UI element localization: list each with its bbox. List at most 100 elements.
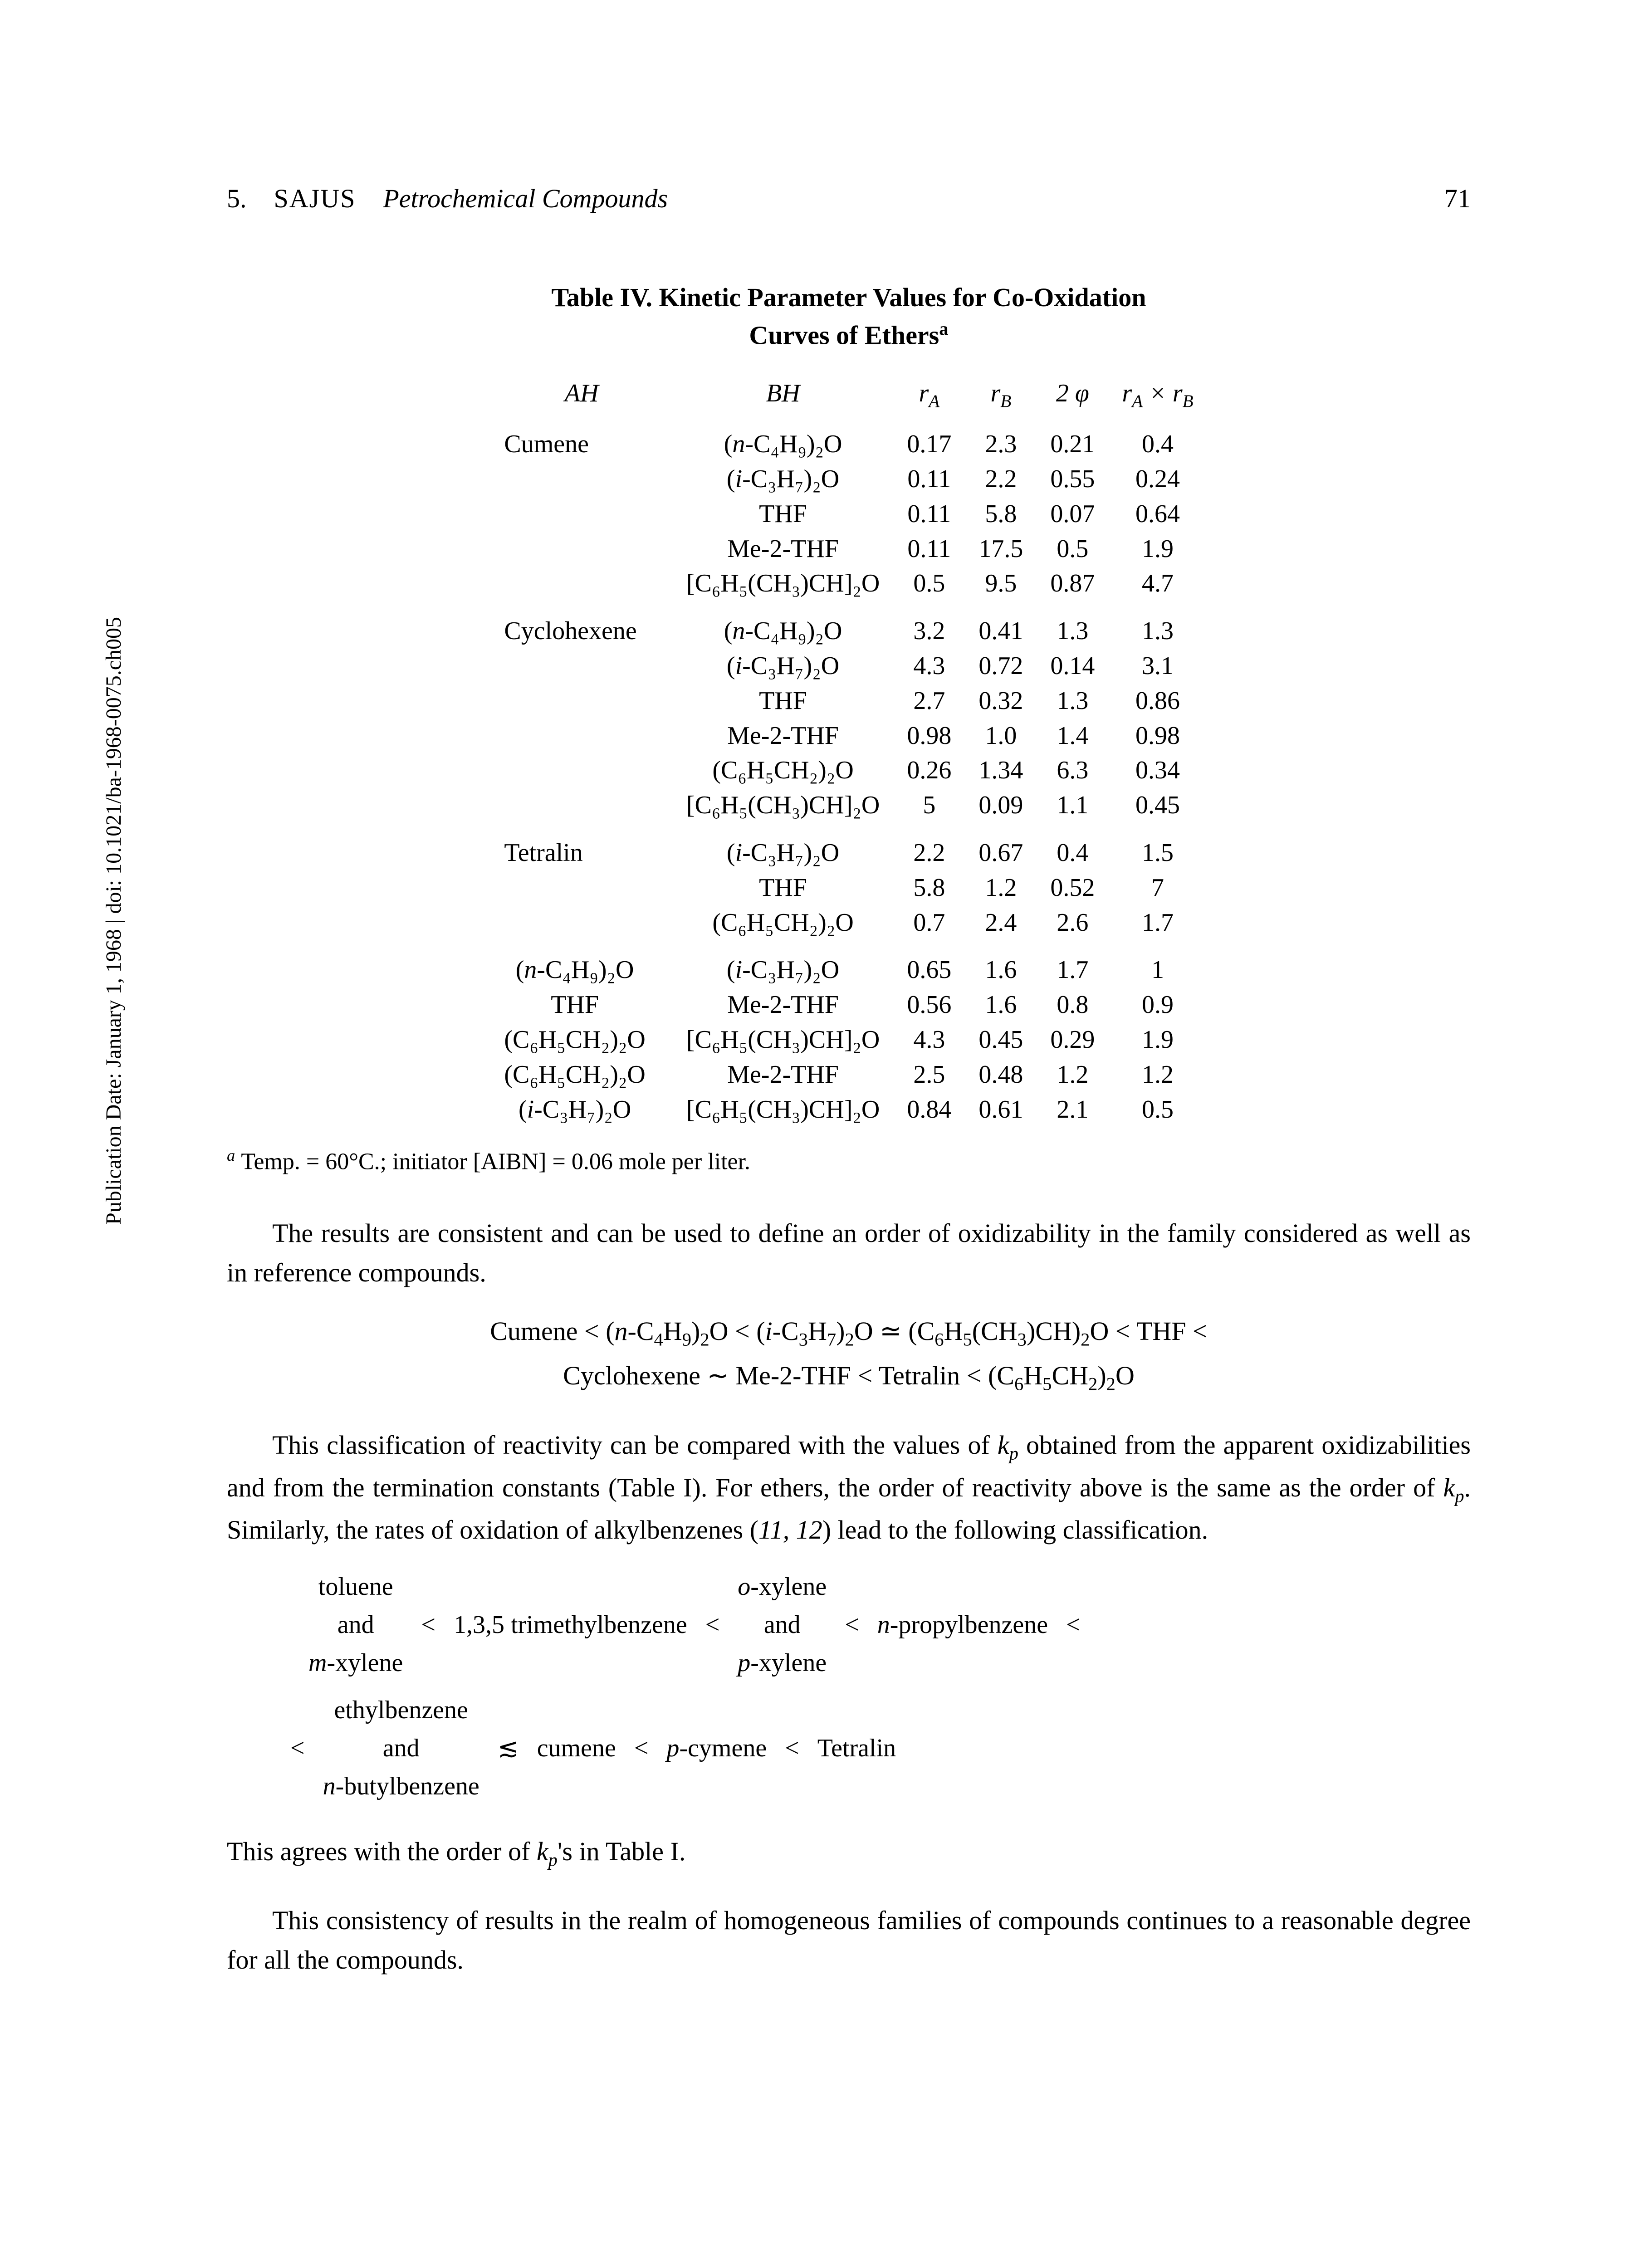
table-row: (C₆H₅CH₂)₂O0.261.346.30.34 [490,753,1207,788]
cell-bh: Me-2-THF [673,987,894,1022]
cell-ra: 0.7 [893,905,965,940]
cell-ra: 0.11 [893,462,965,497]
cell-rb: 0.45 [965,1022,1037,1057]
cell-rb: 0.67 [965,823,1037,870]
cell-ra: 2.7 [893,684,965,719]
cell-phi: 0.52 [1037,870,1108,905]
cell-ah [490,788,672,823]
cell-rb: 0.72 [965,649,1037,684]
cell-bh: (n-C₄H₉)₂O [673,427,894,462]
cell-rb: 1.6 [965,987,1037,1022]
cell-ah: (C₆H₅CH₂)₂O [490,1057,672,1092]
cell-ah [490,497,672,532]
chapter-title: Petrochemical Compounds [383,181,668,215]
cell-rb: 0.41 [965,601,1037,649]
cell-ra: 0.26 [893,753,965,788]
table-row: (i-C₃H₇)₂O0.112.20.550.24 [490,462,1207,497]
cell-bh: [C₆H₅(CH₃)CH]₂O [673,1092,894,1127]
col-rb: rB [965,376,1037,427]
cell-bh: (i-C₃H₇)₂O [673,462,894,497]
cell-ra: 2.2 [893,823,965,870]
cell-phi: 2.6 [1037,905,1108,940]
cell-rb: 0.48 [965,1057,1037,1092]
cell-ra: 0.11 [893,532,965,567]
cell-bh: THF [673,684,894,719]
cell-ah: Tetralin [490,823,672,870]
cell-rb: 2.3 [965,427,1037,462]
table-row: (i-C₃H₇)₂O[C₆H₅(CH₃)CH]₂O0.840.612.10.5 [490,1092,1207,1127]
cell-phi: 0.4 [1037,823,1108,870]
col-prod: rA × rB [1108,376,1207,427]
cell-prod: 0.64 [1108,497,1207,532]
table-row: [C₆H₅(CH₃)CH]₂O50.091.10.45 [490,788,1207,823]
cell-ah [490,870,672,905]
data-table: AH BH rA rB 2 φ rA × rB Cumene(n-C₄H₉)₂O… [490,376,1207,1127]
cell-phi: 0.21 [1037,427,1108,462]
cell-ah [490,684,672,719]
cell-prod: 1.2 [1108,1057,1207,1092]
col-ah: AH [490,376,672,427]
cell-ah [490,532,672,567]
cell-rb: 5.8 [965,497,1037,532]
cell-bh: THF [673,497,894,532]
table-row: (n-C₄H₉)₂O(i-C₃H₇)₂O0.651.61.71 [490,940,1207,987]
cell-ah: Cumene [490,427,672,462]
cell-phi: 0.87 [1037,566,1108,601]
cell-ah: THF [490,987,672,1022]
cell-ra: 0.5 [893,566,965,601]
table-row: THF5.81.20.527 [490,870,1207,905]
cell-ah: (n-C₄H₉)₂O [490,940,672,987]
oxidizability-order: Cumene < (n-C4H9)2O < (i-C3H7)2O ≃ (C6H5… [227,1310,1471,1399]
table-row: THF2.70.321.30.86 [490,684,1207,719]
cell-phi: 1.7 [1037,940,1108,987]
table-caption-sup: a [939,318,948,339]
table-row: (i-C₃H₇)₂O4.30.720.143.1 [490,649,1207,684]
cell-prod: 1.9 [1108,532,1207,567]
cell-phi: 0.5 [1037,532,1108,567]
running-header: 5. SAJUS Petrochemical Compounds 71 [227,181,1471,215]
col-bh: BH [673,376,894,427]
col-phi: 2 φ [1037,376,1108,427]
cell-ah: (i-C₃H₇)₂O [490,1092,672,1127]
cell-bh: (i-C₃H₇)₂O [673,823,894,870]
cell-ah [490,753,672,788]
table-row: (C₆H₅CH₂)₂O[C₆H₅(CH₃)CH]₂O4.30.450.291.9 [490,1022,1207,1057]
cell-prod: 4.7 [1108,566,1207,601]
table-row: (C₆H₅CH₂)₂O0.72.42.61.7 [490,905,1207,940]
table-caption-line2: Curves of Ethers [749,320,939,350]
cell-phi: 0.29 [1037,1022,1108,1057]
cell-rb: 2.2 [965,462,1037,497]
cell-bh: [C₆H₅(CH₃)CH]₂O [673,788,894,823]
cell-ra: 2.5 [893,1057,965,1092]
cell-phi: 1.1 [1037,788,1108,823]
cell-phi: 0.8 [1037,987,1108,1022]
table-row: Cumene(n-C₄H₉)₂O0.172.30.210.4 [490,427,1207,462]
cell-ah: Cyclohexene [490,601,672,649]
cell-rb: 1.34 [965,753,1037,788]
cell-prod: 0.5 [1108,1092,1207,1127]
cell-ah [490,905,672,940]
cell-ra: 5.8 [893,870,965,905]
cell-ra: 0.84 [893,1092,965,1127]
cell-rb: 0.32 [965,684,1037,719]
table-row: THF0.115.80.070.64 [490,497,1207,532]
cell-ra: 4.3 [893,1022,965,1057]
cell-phi: 1.4 [1037,719,1108,753]
cell-prod: 1.3 [1108,601,1207,649]
cell-prod: 1.7 [1108,905,1207,940]
cell-ah [490,566,672,601]
table-caption-line1: Table IV. Kinetic Parameter Values for C… [552,283,1146,312]
cell-rb: 1.0 [965,719,1037,753]
chapter-number: 5. [227,181,247,215]
cell-phi: 0.07 [1037,497,1108,532]
cell-rb: 17.5 [965,532,1037,567]
col-ra: rA [893,376,965,427]
cell-prod: 1 [1108,940,1207,987]
cell-bh: [C₆H₅(CH₃)CH]₂O [673,1022,894,1057]
cell-bh: [C₆H₅(CH₃)CH]₂O [673,566,894,601]
cell-prod: 0.45 [1108,788,1207,823]
cell-ra: 0.56 [893,987,965,1022]
cell-prod: 3.1 [1108,649,1207,684]
cell-prod: 0.24 [1108,462,1207,497]
cell-rb: 2.4 [965,905,1037,940]
